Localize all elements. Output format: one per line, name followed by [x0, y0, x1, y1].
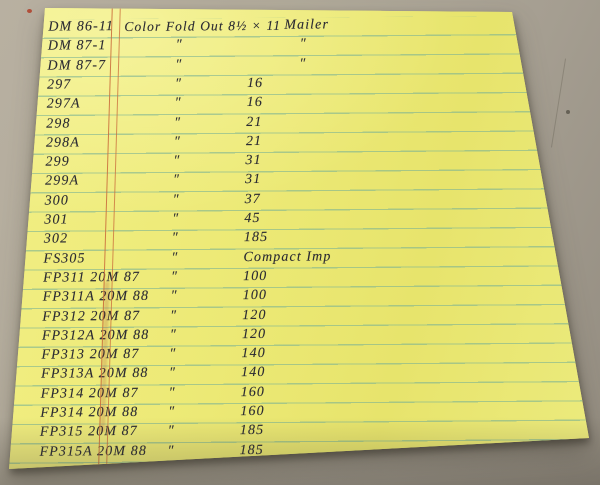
part-number-cell: FP314 20M 88 [40, 404, 139, 421]
description-cell: ″ [169, 327, 177, 343]
part-number-cell: 297 [47, 77, 72, 93]
ledger-row: FP315A 20M 88 ″ 185 [9, 440, 589, 464]
part-number-cell: DM 87-1 [47, 38, 107, 54]
quantity-cell: 160 [240, 384, 266, 400]
quantity-cell: 185 [239, 423, 265, 439]
part-number-cell: FP311A 20M 88 [42, 289, 150, 305]
quantity-cell: 100 [243, 268, 268, 284]
part-number-cell: FP315 20M 87 [39, 424, 138, 440]
part-number-cell: FP313 20M 87 [41, 347, 140, 363]
quantity-cell: 31 [245, 153, 262, 169]
part-number-cell: FP315A 20M 88 [39, 443, 147, 460]
description-cell: ″ [175, 57, 183, 73]
description-cell: ″ [170, 288, 178, 304]
dust-speck [566, 110, 570, 114]
description-cell: ″ [168, 385, 176, 401]
part-number-cell: 298 [46, 115, 71, 132]
quantity-cell: Mailer [284, 17, 330, 33]
quantity-cell: 120 [241, 326, 267, 342]
quantity-cell: 140 [241, 346, 266, 362]
part-number-cell: FP314 20M 87 [40, 385, 139, 402]
description-cell: ″ [171, 230, 179, 246]
part-number-cell: 299 [45, 154, 70, 170]
quantity-cell: 16 [246, 95, 263, 111]
quantity-cell: 140 [241, 365, 266, 381]
part-number-cell: FP311 20M 87 [43, 269, 141, 286]
quantity-cell: 31 [245, 172, 262, 188]
description-cell: ″ [175, 76, 183, 92]
description-cell: ″ [171, 250, 179, 266]
part-number-cell: 298A [45, 135, 80, 151]
part-number-cell: 297A [46, 96, 81, 112]
description-cell: ″ [170, 308, 178, 324]
part-number-cell: DM 86-11 [48, 19, 115, 35]
description-cell: ″ [174, 95, 182, 111]
description-cell: ″ [174, 115, 182, 131]
description-cell: ″ [173, 153, 181, 169]
quantity-cell: 100 [242, 288, 268, 304]
quantity-cell: 16 [246, 75, 264, 91]
description-cell: ″ [172, 211, 180, 227]
part-number-cell: DM 87-7 [47, 57, 107, 74]
red-speck [27, 9, 32, 13]
quantity-cell: 185 [243, 230, 269, 246]
part-number-cell: 302 [43, 231, 69, 247]
description-cell: ″ [167, 443, 175, 459]
quantity-cell: 45 [244, 210, 261, 227]
quantity-cell: ″ [299, 56, 307, 72]
quantity-cell: 120 [242, 307, 267, 323]
quantity-cell: Compact Imp [243, 248, 332, 265]
quantity-cell: 160 [240, 403, 265, 420]
description-cell: ″ [173, 134, 181, 150]
description-cell: ″ [169, 346, 177, 362]
description-cell: Color Fold Out 8½ × 11 [124, 17, 282, 35]
description-cell: ″ [167, 423, 175, 439]
quantity-cell: 21 [246, 114, 263, 130]
part-number-cell: FP313A 20M 88 [41, 366, 149, 383]
description-cell: ″ [173, 172, 181, 189]
part-number-cell: 301 [44, 212, 69, 228]
part-number-cell: FP312A 20M 88 [41, 327, 150, 344]
part-number-cell: FS305 [43, 250, 86, 267]
part-number-cell: 299A [45, 173, 80, 190]
description-cell: ″ [168, 404, 176, 420]
part-number-cell: 300 [44, 193, 70, 209]
quantity-cell: ″ [299, 36, 307, 52]
description-cell: ″ [171, 269, 179, 285]
description-cell: ″ [172, 192, 180, 208]
quantity-cell: 21 [245, 133, 263, 149]
quantity-cell: 37 [244, 191, 261, 207]
quantity-cell: 185 [239, 442, 264, 458]
description-cell: ″ [175, 37, 183, 53]
part-number-cell: FP312 20M 87 [42, 308, 141, 325]
description-cell: ″ [169, 366, 177, 382]
